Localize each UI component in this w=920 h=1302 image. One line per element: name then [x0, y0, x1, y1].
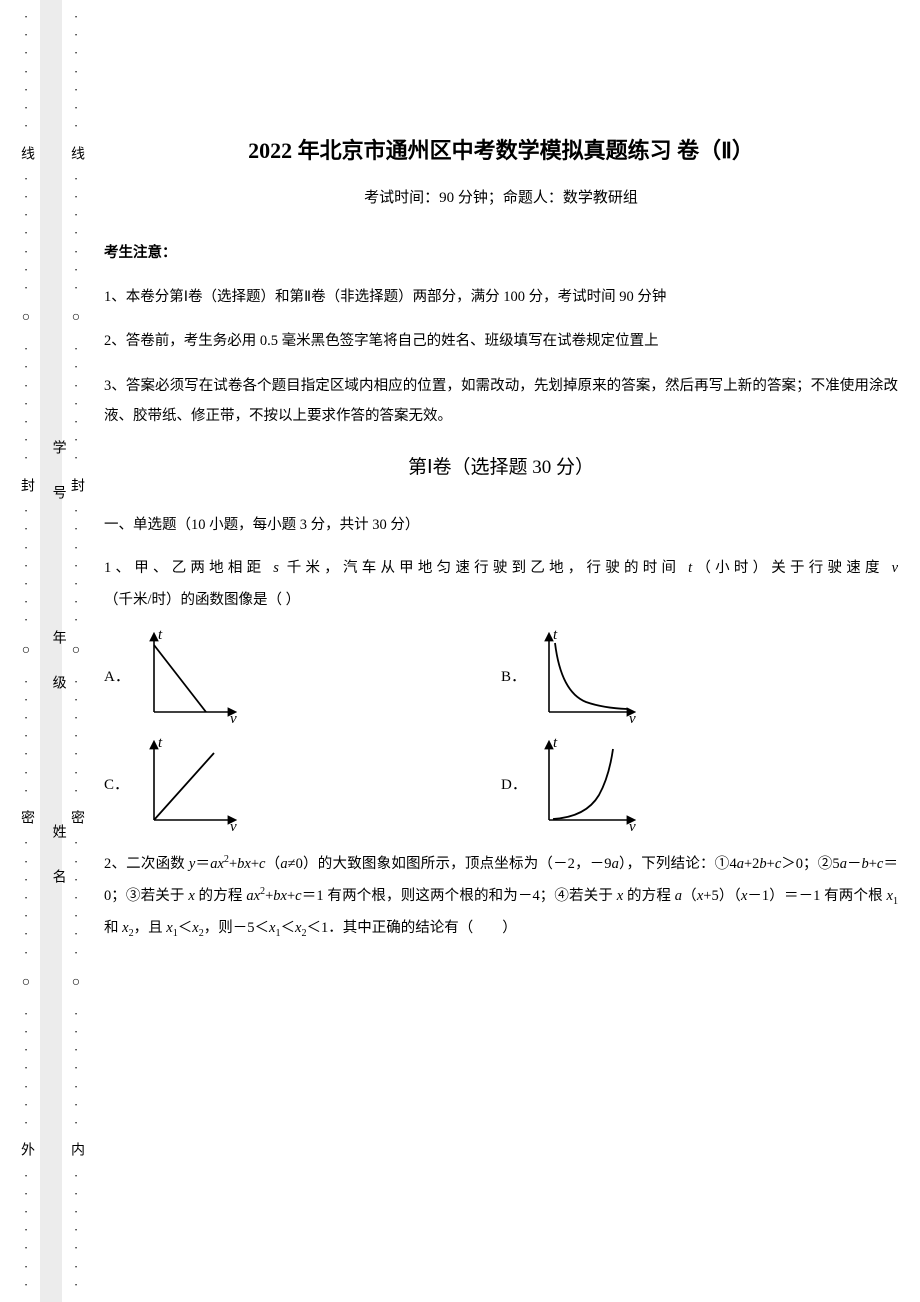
inner-margin-column: ······· 线 ······· ○ ······· 封 ······· ○ …: [62, 0, 90, 1302]
exam-title: 2022 年北京市通州区中考数学模拟真题练习 卷（Ⅱ）: [104, 130, 898, 172]
graph-b-icon: t v: [531, 627, 641, 727]
svg-text:v: v: [629, 711, 636, 727]
outer-margin-column: ······· 线 ······· ○ ······· 封 ······· ○ …: [12, 0, 40, 1302]
exam-subhead: 考试时间：90 分钟；命题人：数学教研组: [104, 184, 898, 213]
svg-text:t: t: [158, 627, 163, 643]
margin-dots: ·······: [24, 1005, 28, 1132]
q1-choice-b[interactable]: B． t v: [501, 627, 898, 727]
margin-dots: ·······: [24, 673, 28, 800]
q1-pre: 1、甲、乙两地相距: [104, 560, 273, 576]
margin-dots: ·······: [24, 502, 28, 629]
margin-dots: ·······: [74, 170, 78, 297]
q1-choice-row-1: A． t v B． t v: [104, 627, 898, 727]
choice-label-a: A．: [104, 663, 126, 692]
margin-dots: ·······: [24, 1167, 28, 1294]
margin-dots: ·······: [24, 170, 28, 297]
margin-char-feng-outer: 封: [19, 476, 33, 494]
margin-char-feng-inner: 封: [69, 476, 83, 494]
q1-mid2: （小时）关于行驶速度: [692, 560, 891, 576]
svg-text:t: t: [553, 735, 558, 751]
svg-text:v: v: [230, 711, 237, 727]
margin-dots: ·······: [24, 834, 28, 961]
margin-circle: ○: [72, 638, 80, 665]
margin-dots: ·······: [74, 340, 78, 467]
notice-3: 3、答案必须写在试卷各个题目指定区域内相应的位置，如需改动，先划掉原来的答案，然…: [104, 371, 898, 432]
margin-dots: ·······: [74, 1167, 78, 1294]
page-content: 2022 年北京市通州区中考数学模拟真题练习 卷（Ⅱ） 考试时间：90 分钟；命…: [104, 0, 898, 955]
svg-text:t: t: [158, 735, 163, 751]
margin-circle: ○: [22, 970, 30, 997]
margin-char-xian-outer: 线: [19, 144, 33, 162]
choice-label-c: C．: [104, 771, 126, 800]
q1-choice-c[interactable]: C． t v: [104, 735, 501, 835]
margin-circle: ○: [22, 305, 30, 332]
q2-stem: 2、二次函数 y＝ax2+bx+c（a≠0）的大致图象如图所示，顶点坐标为（－2…: [104, 849, 898, 945]
svg-text:v: v: [230, 819, 237, 835]
q1-var-v: v: [892, 560, 898, 576]
svg-text:t: t: [553, 627, 558, 643]
margin-dots: ·······: [24, 340, 28, 467]
margin-char-mi-outer: 密: [19, 808, 33, 826]
margin-dots: ·······: [74, 673, 78, 800]
margin-char-nei-inner: 内: [69, 1140, 83, 1158]
graph-c-icon: t v: [134, 735, 244, 835]
q2-text: 2、二次函数 y＝ax2+bx+c（a≠0）的大致图象如图所示，顶点坐标为（－2…: [104, 856, 898, 936]
margin-char-wai-outer: 外: [19, 1140, 33, 1158]
margin-char-xian-inner: 线: [69, 144, 83, 162]
part1-heading: 第Ⅰ卷（选择题 30 分）: [104, 450, 898, 486]
q1-choice-d[interactable]: D． t v: [501, 735, 898, 835]
section1-title: 一、单选题（10 小题，每小题 3 分，共计 30 分）: [104, 512, 898, 540]
svg-text:v: v: [629, 819, 636, 835]
margin-dots: ·······: [74, 1005, 78, 1132]
q1-mid1: 千米，汽车从甲地匀速行驶到乙地，行驶的时间: [279, 560, 688, 576]
choice-label-b: B．: [501, 663, 523, 692]
margin-dots: ·······: [74, 502, 78, 629]
margin-char-mi-inner: 密: [69, 808, 83, 826]
notice-2: 2、答卷前，考生务必用 0.5 毫米黑色签字笔将自己的姓名、班级填写在试卷规定位…: [104, 326, 898, 356]
choice-label-d: D．: [501, 771, 523, 800]
notice-heading: 考生注意：: [104, 240, 898, 268]
margin-circle: ○: [72, 970, 80, 997]
margin-circle: ○: [22, 638, 30, 665]
margin-dots: ·······: [24, 8, 28, 135]
q1-tail: （千米/时）的函数图像是（ ）: [104, 592, 300, 608]
q1-choice-a[interactable]: A． t v: [104, 627, 501, 727]
q1-stem: 1、甲、乙两地相距 s 千米，汽车从甲地匀速行驶到乙地，行驶的时间 t（小时）关…: [104, 553, 898, 617]
graph-d-icon: t v: [531, 735, 641, 835]
notice-1: 1、本卷分第Ⅰ卷（选择题）和第Ⅱ卷（非选择题）两部分，满分 100 分，考试时间…: [104, 282, 898, 312]
margin-circle: ○: [72, 305, 80, 332]
graph-a-icon: t v: [134, 627, 244, 727]
margin-dots: ·······: [74, 8, 78, 135]
q1-choice-row-2: C． t v D． t v: [104, 735, 898, 835]
margin-dots: ·······: [74, 834, 78, 961]
